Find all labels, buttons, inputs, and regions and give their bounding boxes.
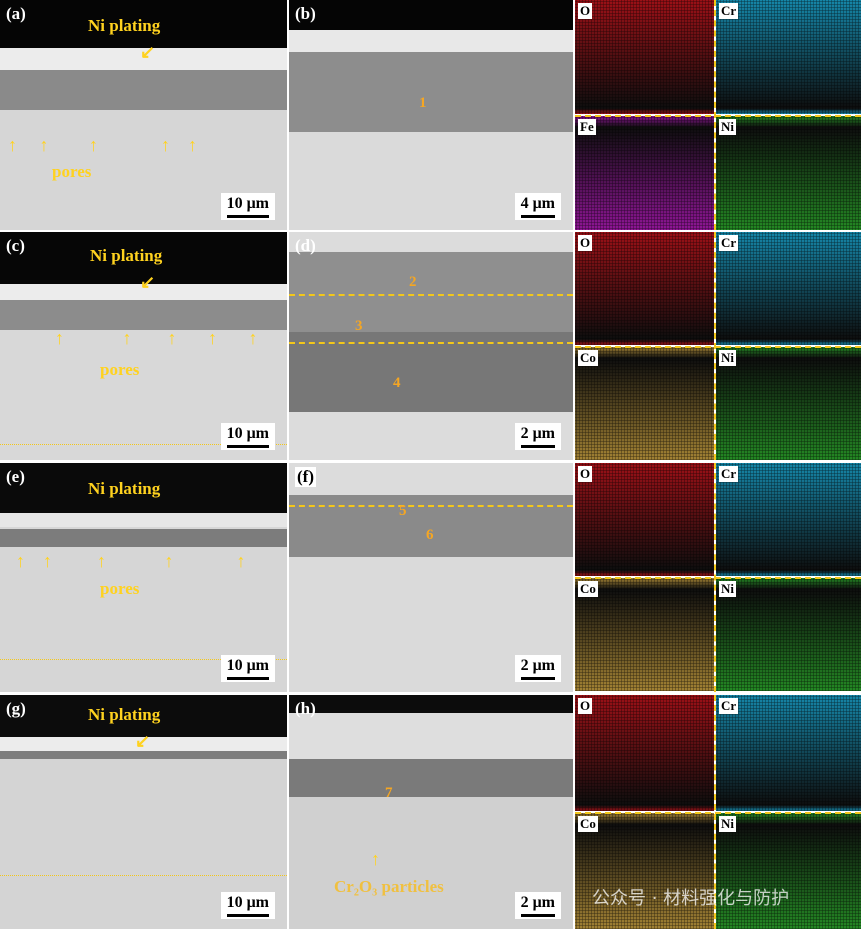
panel-g: (g) Ni plating ↙ 10 μm xyxy=(0,695,287,929)
arrow-icon: ↙ xyxy=(140,272,156,292)
eds-map-o: O xyxy=(575,463,714,576)
panel-f: (f) 5 6 2 μm xyxy=(289,463,573,692)
scale-text: 10 μm xyxy=(226,894,269,911)
element-label: O xyxy=(578,466,593,482)
arrow-icon: ↑ ↑ ↑ ↑ ↑ xyxy=(8,135,197,155)
scale-text: 2 μm xyxy=(520,894,555,911)
eds-map-co: Co xyxy=(575,347,714,460)
pores-label: pores xyxy=(52,162,92,181)
panel-label: (c) xyxy=(6,236,25,255)
eds-map-o: O xyxy=(575,0,714,114)
eds-map-fe: Fe xyxy=(575,116,714,230)
panel-label: (a) xyxy=(6,4,26,23)
panel-b: (b) 1 4 μm xyxy=(289,0,573,230)
eds-map-cr: Cr xyxy=(716,232,861,345)
eds-map-cr: Cr xyxy=(716,0,861,114)
scale-bar: 4 μm xyxy=(514,193,561,220)
watermark: 公众号 · 材料强化与防护 xyxy=(592,888,790,909)
scale-bar: 2 μm xyxy=(514,423,561,450)
element-label: Cr xyxy=(719,698,739,714)
eds-map-ni: Ni xyxy=(716,347,861,460)
element-label: Ni xyxy=(719,581,736,597)
ni-plating-label: Ni plating xyxy=(88,705,161,724)
point-label: 3 xyxy=(355,318,363,334)
panel-label: (b) xyxy=(295,4,316,23)
panel-label: (g) xyxy=(6,699,26,718)
point-label: 5 xyxy=(399,503,407,519)
scale-bar: 2 μm xyxy=(514,655,561,682)
arrow-icon: ↑ ↑ ↑ ↑ ↑ xyxy=(55,328,258,348)
arrow-icon: ↑ xyxy=(371,849,380,869)
divider xyxy=(575,577,861,579)
divider xyxy=(714,0,716,230)
eds-map-cr: Cr xyxy=(716,463,861,576)
panel-label: (d) xyxy=(295,236,316,255)
panel-a: (a) Ni plating ↙ ↑ ↑ ↑ ↑ ↑ pores 10 μm xyxy=(0,0,287,230)
eds-map-o: O xyxy=(575,232,714,345)
element-label: Co xyxy=(578,581,598,597)
element-label: Co xyxy=(578,816,598,832)
panel-c: (c) Ni plating ↙ ↑ ↑ ↑ ↑ ↑ pores 10 μm xyxy=(0,232,287,460)
panel-label: (h) xyxy=(295,699,316,718)
divider xyxy=(714,463,716,692)
eds-map-o: O xyxy=(575,695,714,811)
scale-text: 10 μm xyxy=(226,195,269,212)
eds-map-ni: Ni xyxy=(716,116,861,230)
point-label: 7 xyxy=(385,785,393,801)
scale-text: 10 μm xyxy=(226,425,269,442)
panel-label: (f) xyxy=(295,467,316,487)
element-label: Cr xyxy=(719,466,739,482)
eds-map-ni: Ni xyxy=(716,578,861,691)
arrow-icon: ↑ ↑ ↑ ↑ ↑ xyxy=(16,551,246,571)
element-label: Co xyxy=(578,350,598,366)
element-label: Ni xyxy=(719,350,736,366)
pores-label: pores xyxy=(100,360,140,379)
scale-text: 2 μm xyxy=(520,657,555,674)
cr2o3-particles-label: Cr₂O₃ particles xyxy=(334,877,444,896)
point-label: 6 xyxy=(426,527,434,543)
eds-map-co: Co xyxy=(575,578,714,691)
point-label: 4 xyxy=(393,375,401,391)
element-label: Ni xyxy=(719,119,736,135)
divider xyxy=(714,232,716,460)
panel-d: (d) 2 3 4 2 μm xyxy=(289,232,573,460)
scale-bar: 10 μm xyxy=(220,892,275,919)
scale-bar: 10 μm xyxy=(220,655,275,682)
eds-map-ni: Ni xyxy=(716,813,861,929)
panel-e: (e) Ni plating ↑ ↑ ↑ ↑ ↑ pores 10 μm xyxy=(0,463,287,692)
ni-plating-label: Ni plating xyxy=(88,479,161,498)
pores-label: pores xyxy=(100,579,140,598)
divider xyxy=(575,812,861,814)
eds-map-cr: Cr xyxy=(716,695,861,811)
panel-label: (e) xyxy=(6,467,25,486)
point-label: 1 xyxy=(419,95,427,111)
scale-bar: 10 μm xyxy=(220,423,275,450)
eds-map-co: Co xyxy=(575,813,714,929)
scale-text: 4 μm xyxy=(520,195,555,212)
point-label: 2 xyxy=(409,274,417,290)
element-label: Cr xyxy=(719,3,739,19)
element-label: Ni xyxy=(719,816,736,832)
panel-h: (h) 7 ↑ Cr₂O₃ particles 2 μm xyxy=(289,695,573,929)
divider xyxy=(714,695,716,929)
scale-bar: 2 μm xyxy=(514,892,561,919)
element-label: O xyxy=(578,3,593,19)
ni-plating-label: Ni plating xyxy=(88,16,161,35)
divider xyxy=(575,346,861,348)
element-label: O xyxy=(578,698,593,714)
scale-text: 2 μm xyxy=(520,425,555,442)
ni-plating-label: Ni plating xyxy=(90,246,163,265)
scale-bar: 10 μm xyxy=(220,193,275,220)
arrow-icon: ↙ xyxy=(135,731,151,751)
scale-text: 10 μm xyxy=(226,657,269,674)
element-label: Fe xyxy=(578,119,596,135)
element-label: O xyxy=(578,235,593,251)
arrow-icon: ↙ xyxy=(140,42,156,62)
element-label: Cr xyxy=(719,235,739,251)
divider xyxy=(575,115,861,117)
